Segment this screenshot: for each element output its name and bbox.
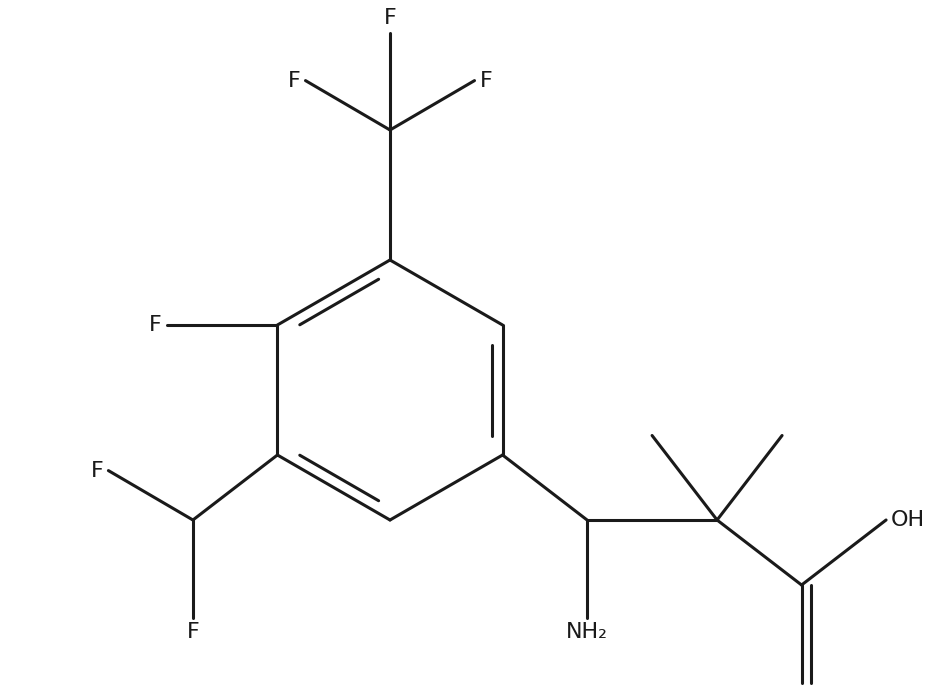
Text: F: F [479, 71, 493, 91]
Text: F: F [149, 315, 162, 335]
Text: F: F [90, 460, 104, 481]
Text: F: F [383, 8, 397, 29]
Text: F: F [287, 71, 300, 91]
Text: NH₂: NH₂ [566, 622, 609, 643]
Text: F: F [187, 622, 200, 643]
Text: OH: OH [891, 510, 925, 530]
